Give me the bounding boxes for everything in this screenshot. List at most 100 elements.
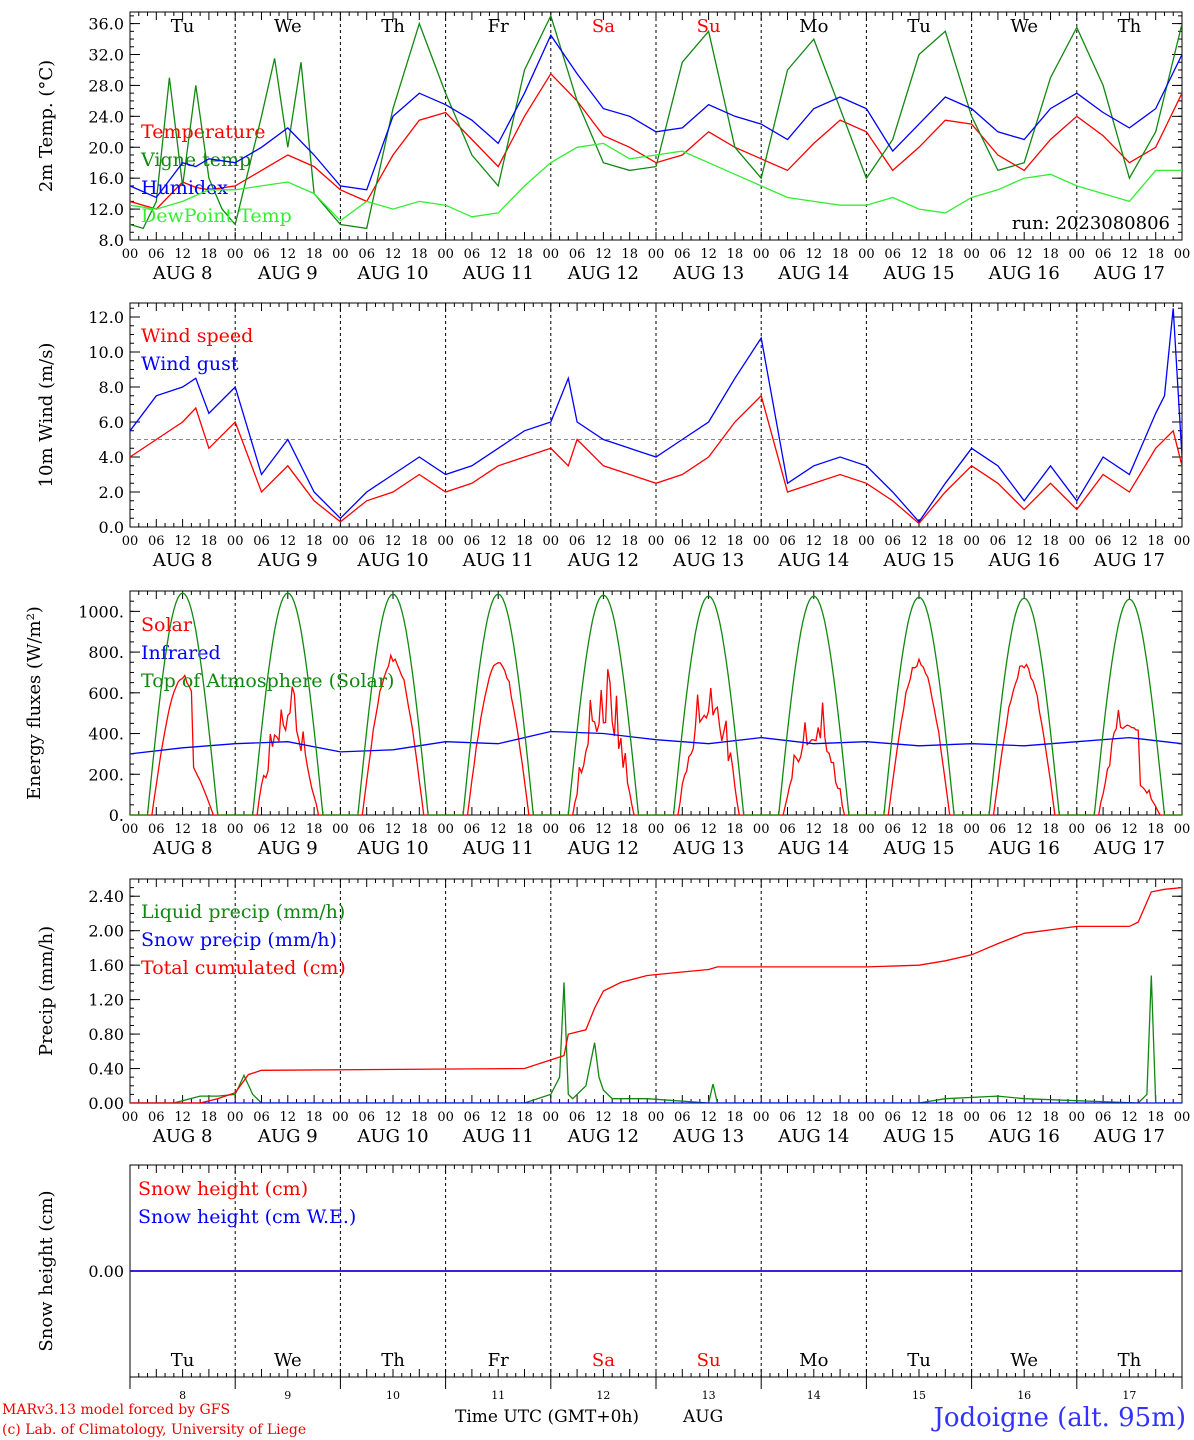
weekday-label: Tu — [907, 16, 931, 37]
legend-entry: Solar — [141, 614, 193, 636]
hour-label: 06 — [779, 822, 796, 837]
hour-label: 12 — [806, 822, 823, 837]
hour-label: 00 — [753, 534, 770, 549]
weekday-label: Sa — [592, 1350, 615, 1371]
date-label: AUG 9 — [257, 550, 318, 571]
y-tick-label: 10.0 — [88, 343, 124, 362]
hour-label: 18 — [306, 247, 323, 262]
hour-label: 06 — [253, 822, 270, 837]
plot-frame — [129, 302, 1183, 528]
hour-label: 12 — [385, 534, 402, 549]
hour-label: 06 — [884, 534, 901, 549]
weekday-label: Th — [381, 1350, 405, 1371]
hour-label: 06 — [358, 247, 375, 262]
hour-label: 00 — [227, 534, 244, 549]
hour-label: 18 — [832, 247, 849, 262]
hour-label: 12 — [490, 534, 507, 549]
hour-label: 00 — [227, 247, 244, 262]
hour-label: 18 — [937, 247, 954, 262]
hour-label: 12 — [280, 247, 297, 262]
hour-label: 12 — [700, 534, 717, 549]
hour-label: 06 — [1095, 534, 1112, 549]
lab-credit: (c) Lab. of Climatology, University of L… — [2, 1422, 306, 1438]
hour-label: 12 — [595, 534, 612, 549]
series-line-humidex — [130, 33, 1182, 199]
day-number: 8 — [179, 1389, 186, 1402]
hour-label: 06 — [1095, 822, 1112, 837]
day-number: 17 — [1122, 1389, 1136, 1402]
hour-label: 06 — [674, 1110, 691, 1125]
hour-label: 06 — [464, 1110, 481, 1125]
series-line-total-cumulated-cm- — [130, 886, 1182, 1103]
hour-label: 12 — [174, 1110, 191, 1125]
hour-label: 00 — [963, 822, 980, 837]
hour-label: 12 — [1121, 247, 1138, 262]
hour-label: 06 — [358, 534, 375, 549]
y-tick-label: 2.0 — [99, 483, 124, 502]
day-number: 9 — [284, 1389, 291, 1402]
hour-label: 00 — [1174, 534, 1191, 549]
hour-label: 06 — [884, 1110, 901, 1125]
y-tick-label: 600. — [88, 684, 124, 703]
hour-label: 00 — [332, 534, 349, 549]
date-label: AUG 8 — [152, 550, 213, 571]
hour-label: 18 — [832, 1110, 849, 1125]
hour-label: 12 — [806, 247, 823, 262]
date-label: AUG 11 — [462, 838, 534, 859]
hour-label: 18 — [306, 822, 323, 837]
hour-label: 18 — [411, 534, 428, 549]
series-line-infrared — [130, 730, 1182, 755]
series-line-top-of-atmosphere-solar- — [130, 592, 1182, 815]
legend-entry: DewPoint Temp — [141, 205, 292, 227]
hour-label: 12 — [385, 822, 402, 837]
hour-label: 18 — [937, 1110, 954, 1125]
hour-label: 18 — [727, 247, 744, 262]
date-label: AUG 13 — [672, 550, 744, 571]
hour-label: 06 — [779, 247, 796, 262]
hour-label: 18 — [516, 534, 533, 549]
hour-label: 06 — [253, 1110, 270, 1125]
hour-label: 00 — [648, 247, 665, 262]
date-label: AUG 14 — [777, 263, 849, 284]
hour-label: 12 — [911, 534, 928, 549]
hour-label: 12 — [700, 1110, 717, 1125]
date-label: AUG 17 — [1093, 263, 1165, 284]
y-tick-label: 0.00 — [88, 1094, 124, 1113]
date-label: AUG 13 — [672, 1126, 744, 1147]
date-label: AUG 16 — [988, 1126, 1060, 1147]
hour-label: 00 — [437, 534, 454, 549]
hour-label: 18 — [1042, 534, 1059, 549]
date-label: AUG 10 — [356, 550, 428, 571]
hour-label: 00 — [1069, 534, 1086, 549]
legend-entry: Temperature — [141, 121, 265, 143]
series-line-temperature — [130, 72, 1182, 210]
hour-label: 00 — [122, 247, 139, 262]
legend-entry: Snow precip (mm/h) — [141, 929, 337, 951]
hour-label: 18 — [1042, 247, 1059, 262]
hour-label: 00 — [753, 1110, 770, 1125]
day-number: 10 — [386, 1389, 400, 1402]
hour-label: 06 — [674, 822, 691, 837]
hour-label: 18 — [201, 1110, 218, 1125]
hour-label: 18 — [1147, 822, 1164, 837]
hour-label: 12 — [1016, 534, 1033, 549]
date-label: AUG 17 — [1093, 838, 1165, 859]
hour-label: 00 — [227, 822, 244, 837]
precip-panel: 0.00 0.40 0.80 1.20 1.60 2.00 2.40 Precip (mm/h… — [36, 878, 1190, 1147]
weekday-label: Mo — [799, 1350, 828, 1371]
legend-entry: Liquid precip (mm/h) — [141, 901, 345, 923]
hour-label: 06 — [569, 1110, 586, 1125]
y-tick-label: 1.60 — [88, 956, 124, 975]
date-label: AUG 12 — [567, 550, 639, 571]
hour-label: 00 — [963, 247, 980, 262]
hour-label: 06 — [569, 534, 586, 549]
weekday-label: Tu — [171, 1350, 195, 1371]
hour-label: 00 — [1069, 822, 1086, 837]
date-label: AUG 12 — [567, 1126, 639, 1147]
y-tick-label: 400. — [88, 725, 124, 744]
weekday-label: Fr — [488, 16, 509, 37]
hour-label: 18 — [621, 1110, 638, 1125]
date-label: AUG 17 — [1093, 1126, 1165, 1147]
hour-label: 06 — [1095, 1110, 1112, 1125]
weekday-label: Mo — [799, 16, 828, 37]
